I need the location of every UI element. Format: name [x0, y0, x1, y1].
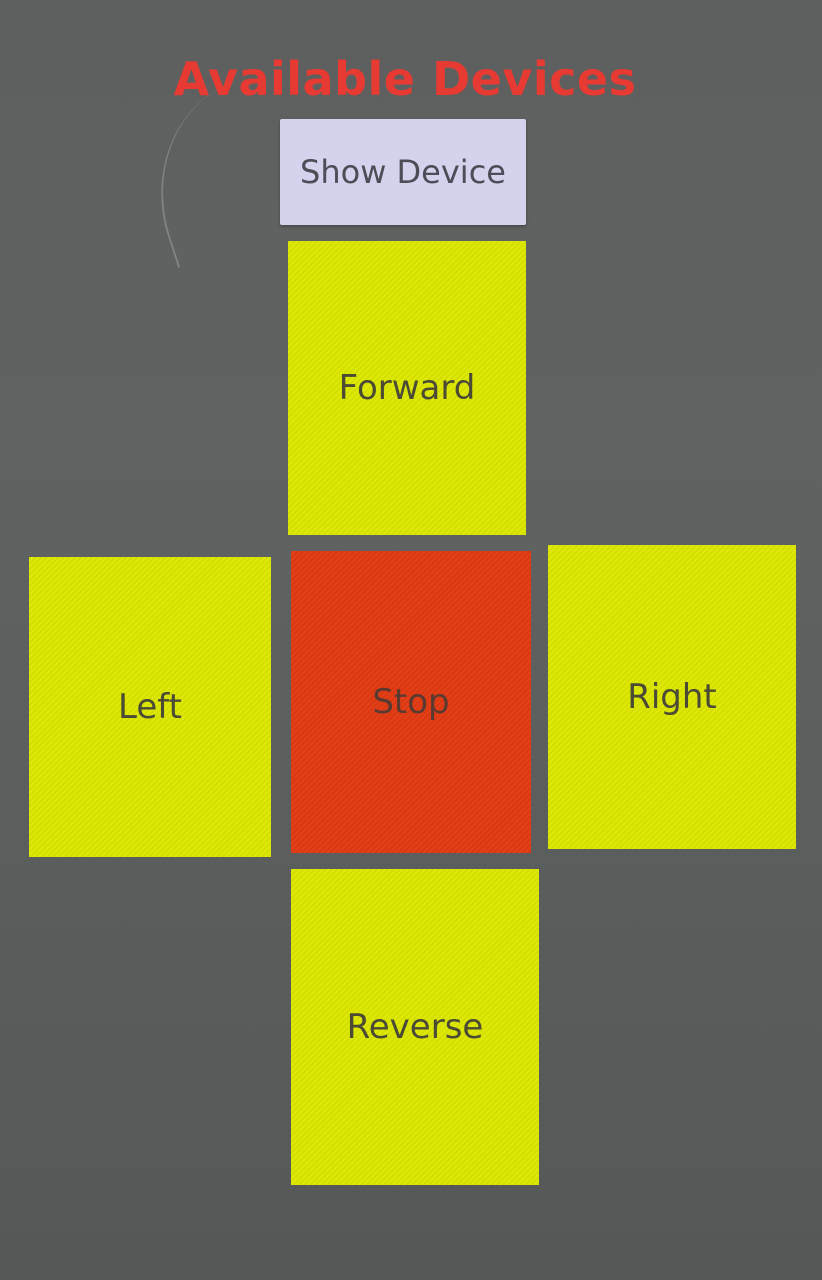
- forward-button[interactable]: Forward: [288, 241, 526, 535]
- right-button[interactable]: Right: [548, 545, 796, 849]
- reverse-button[interactable]: Reverse: [291, 869, 539, 1185]
- stop-button[interactable]: Stop: [291, 551, 531, 853]
- show-device-button[interactable]: Show Device: [280, 119, 526, 225]
- page-title: Available Devices: [173, 52, 637, 106]
- left-button[interactable]: Left: [29, 557, 271, 857]
